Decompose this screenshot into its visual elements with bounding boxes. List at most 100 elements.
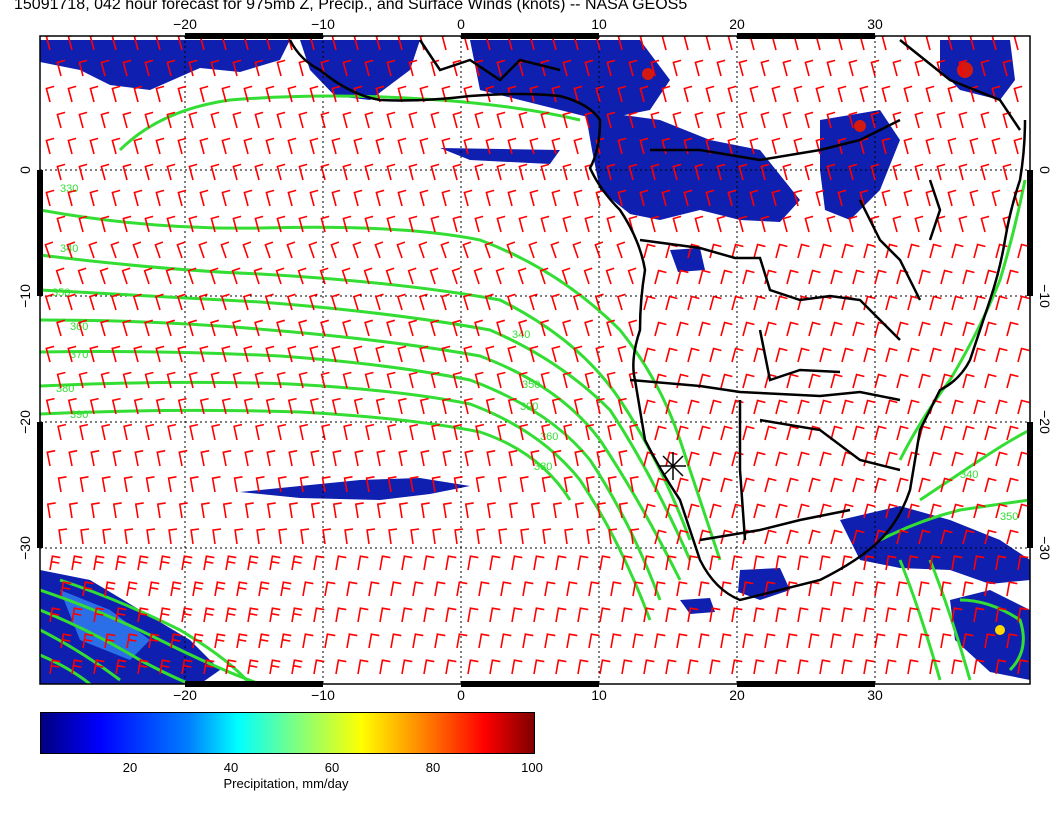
wind-barb — [155, 137, 165, 155]
wind-barb — [643, 347, 656, 363]
wind-barb — [365, 476, 375, 493]
wind-barb — [115, 659, 127, 675]
wind-barb — [584, 111, 594, 129]
wind-barb — [540, 215, 550, 233]
wind-barb — [484, 293, 494, 311]
wind-barb — [498, 528, 508, 545]
wind-barb — [540, 111, 550, 129]
wind-barb — [299, 476, 309, 493]
wind-barb — [368, 581, 380, 597]
wind-barb — [973, 399, 986, 415]
wind-barb — [907, 399, 920, 415]
wind-barb — [1006, 373, 1019, 389]
wind-barb — [506, 293, 516, 311]
wind-barb — [155, 189, 165, 207]
wind-barb — [720, 321, 733, 337]
wind-barb — [918, 321, 931, 337]
wind-barb — [716, 59, 726, 77]
wind-barb — [885, 399, 898, 415]
wind-barb — [418, 293, 428, 311]
wind-barb — [764, 529, 777, 545]
wind-barb — [720, 477, 733, 493]
wind-barb — [980, 59, 990, 77]
wind-barb — [885, 607, 897, 623]
wind-barb — [562, 319, 572, 337]
axis-labels: −20 −10 0 10 20 30 −20 −10 0 10 20 30 0 … — [17, 16, 1053, 703]
wind-barb — [233, 476, 243, 493]
wind-barb — [225, 659, 237, 675]
wind-barb — [507, 397, 517, 415]
wind-barb — [1002, 163, 1012, 181]
wind-barb — [874, 529, 887, 545]
wind-barb — [841, 243, 854, 259]
wind-barb — [112, 449, 122, 467]
wind-barb — [874, 633, 886, 649]
wind-barb — [445, 659, 457, 675]
wind-barb — [243, 137, 253, 155]
wind-barb — [929, 347, 942, 363]
wind-barb — [44, 241, 54, 259]
wind-barb — [363, 267, 373, 285]
wind-barb — [231, 267, 241, 285]
wind-barb — [881, 85, 891, 103]
wind-barb — [342, 163, 352, 181]
wind-barb — [885, 659, 897, 675]
wind-barb — [313, 607, 325, 623]
wind-barb — [364, 59, 374, 77]
wind-barb — [144, 111, 154, 129]
wind-barb — [122, 163, 132, 181]
wind-barb — [475, 423, 485, 441]
wind-barb — [665, 295, 678, 311]
wind-barb — [476, 528, 486, 545]
wind-barb — [973, 295, 986, 311]
wind-barb — [397, 137, 407, 155]
wind-barb — [324, 581, 336, 597]
wind-barb — [709, 659, 721, 675]
wind-barb — [852, 425, 865, 441]
wind-barb — [100, 163, 110, 181]
wind-barb — [595, 137, 605, 155]
wind-barb — [936, 215, 946, 233]
wind-barb — [962, 477, 975, 493]
wind-barb — [929, 243, 942, 259]
wind-barb — [786, 373, 799, 389]
wind-barb — [93, 607, 105, 623]
colorbar-tick: 20 — [122, 760, 138, 775]
wind-barb — [764, 581, 776, 597]
wind-barb — [313, 659, 325, 675]
wind-barb — [786, 529, 799, 545]
wind-barb — [308, 241, 318, 259]
wind-barb — [199, 85, 209, 103]
wind-barb — [452, 111, 462, 129]
wind-barb — [896, 373, 909, 389]
wind-barb — [929, 503, 942, 519]
wind-barb — [529, 189, 539, 207]
wind-barb — [995, 399, 1008, 415]
wind-barb — [584, 319, 594, 337]
wind-barb — [797, 659, 809, 675]
wind-barb — [918, 581, 930, 597]
wind-barb — [277, 476, 287, 493]
wind-barb — [629, 423, 639, 441]
wind-barb — [112, 502, 122, 519]
wind-barb — [419, 345, 429, 363]
wind-barb — [907, 243, 920, 259]
wind-barb — [727, 137, 737, 155]
wind-barb — [643, 555, 655, 571]
wind-barb — [210, 371, 220, 389]
wind-barb — [841, 607, 853, 623]
wind-barb — [220, 241, 230, 259]
wind-barb — [542, 528, 552, 545]
wind-barb — [639, 85, 649, 103]
wind-barb — [401, 555, 413, 571]
wind-barb — [144, 163, 154, 181]
wind-barb — [200, 449, 210, 467]
wind-barb — [665, 399, 678, 415]
wind-barb — [298, 59, 308, 77]
wind-barb — [463, 345, 473, 363]
wind-barb — [841, 347, 854, 363]
wind-barb — [771, 137, 781, 155]
wind-barb — [709, 503, 722, 519]
lon-tick-top: −20 — [173, 16, 197, 32]
wind-barb — [837, 189, 847, 207]
